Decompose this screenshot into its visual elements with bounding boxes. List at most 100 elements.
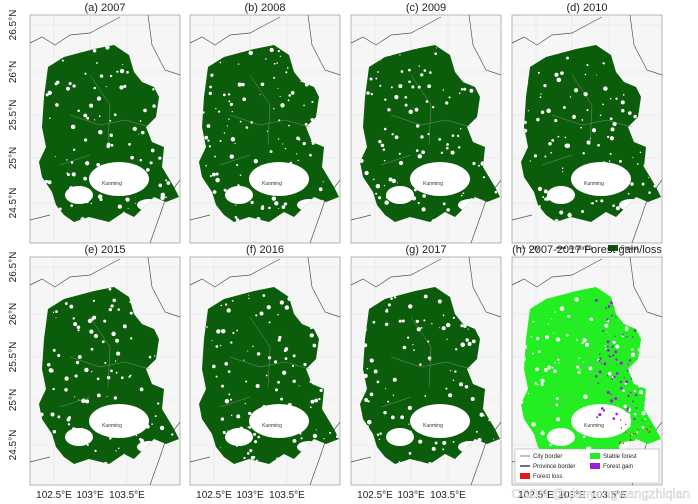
forest-gap — [438, 137, 442, 141]
forest-gap — [558, 436, 560, 438]
y-tick-label: 25.5°N — [8, 100, 19, 131]
forest-gap — [609, 117, 613, 121]
forest-gap — [375, 192, 378, 195]
forest-gap — [442, 440, 447, 446]
forest-gap — [205, 164, 207, 167]
forest-gap — [224, 303, 228, 306]
forest-gap — [230, 137, 236, 142]
forest-loss — [649, 431, 651, 433]
forest-gap — [445, 101, 449, 105]
forest-gap — [422, 194, 426, 198]
forest-gap — [622, 389, 625, 393]
forest-gap — [623, 404, 627, 409]
forest-gain — [602, 329, 605, 333]
forest-gap — [253, 432, 257, 436]
forest-gap — [86, 444, 89, 447]
forest-gain — [614, 335, 616, 337]
forest-gap — [52, 348, 56, 352]
forest-gap — [125, 197, 130, 202]
forest-gap — [387, 303, 392, 307]
forest-gap — [421, 207, 426, 212]
forest-gap — [310, 399, 315, 404]
forest-loss — [646, 429, 649, 431]
forest-gap — [627, 111, 632, 115]
forest-gap — [568, 191, 572, 195]
forest-gap — [113, 396, 118, 400]
forest-gap — [255, 314, 258, 317]
forest-gap — [300, 437, 303, 440]
forest-gap — [235, 204, 237, 206]
forest-gain — [610, 399, 614, 403]
forest-gap — [249, 449, 253, 453]
forest-gap — [535, 367, 539, 372]
forest-gap — [245, 126, 249, 129]
forest-gap — [55, 310, 58, 313]
forest-gap — [555, 397, 559, 400]
forest-gap — [225, 186, 253, 204]
forest-gap — [292, 379, 296, 383]
x-tick-label: 102.5°E — [196, 490, 232, 501]
forest-gain — [626, 363, 629, 366]
forest-gap — [236, 163, 239, 167]
forest-gap — [70, 124, 76, 130]
city-label: Kunming — [584, 423, 604, 429]
forest-gap — [278, 207, 280, 210]
forest-gap — [400, 70, 404, 73]
forest-gap — [408, 304, 413, 309]
forest-gap — [483, 415, 485, 417]
forest-gap — [55, 103, 59, 107]
forest-gap — [444, 174, 449, 179]
forest-gap — [606, 168, 609, 171]
forest-gain — [606, 390, 610, 394]
forest-gap — [493, 438, 495, 440]
forest-gap — [548, 432, 552, 437]
forest-gap — [442, 448, 445, 451]
forest-gap — [434, 176, 437, 179]
forest-gap — [282, 406, 284, 409]
forest-gap — [69, 304, 74, 309]
forest-gap — [83, 113, 88, 118]
forest-gain — [633, 417, 636, 421]
forest-gap — [544, 155, 547, 158]
forest-gap — [297, 159, 299, 162]
map-panel: Kunming — [350, 14, 502, 244]
forest-gap — [314, 398, 319, 403]
forest-gap — [544, 335, 550, 340]
forest-gap — [443, 431, 448, 436]
forest-gain — [632, 400, 634, 403]
forest-gap — [322, 181, 324, 183]
forest-gap — [432, 105, 435, 109]
province-border — [189, 14, 341, 244]
forest-gap — [284, 305, 290, 310]
forest-gap — [148, 355, 152, 359]
forest-gap — [594, 170, 599, 175]
y-tick-label: 26.5°N — [8, 252, 19, 283]
forest-gap — [45, 93, 49, 97]
forest-gap — [631, 348, 634, 351]
forest-gap — [94, 449, 97, 453]
forest-gap — [287, 403, 292, 408]
forest-gap — [612, 424, 616, 428]
forest-gap — [434, 441, 438, 445]
forest-gap — [543, 368, 548, 372]
forest-gap — [410, 175, 413, 178]
forest-gap — [139, 120, 142, 122]
forest-gap — [52, 311, 55, 314]
forest-gap — [211, 172, 216, 177]
forest-gap — [396, 182, 398, 184]
forest-loss — [620, 427, 623, 429]
forest-gap — [437, 422, 443, 427]
forest-gap — [621, 335, 624, 338]
forest-gain — [619, 361, 623, 365]
forest-gap — [415, 173, 417, 176]
forest-gap — [387, 108, 391, 112]
y-tick-label: 24.5°N — [8, 188, 19, 219]
forest-gap — [266, 170, 270, 173]
province-border — [29, 14, 181, 244]
map-panel: Kunming — [189, 256, 341, 486]
forest-gap — [385, 388, 387, 390]
forest-gap — [57, 415, 61, 419]
forest-gain — [615, 316, 617, 318]
forest-gap — [600, 199, 604, 203]
forest-gap — [97, 194, 103, 199]
